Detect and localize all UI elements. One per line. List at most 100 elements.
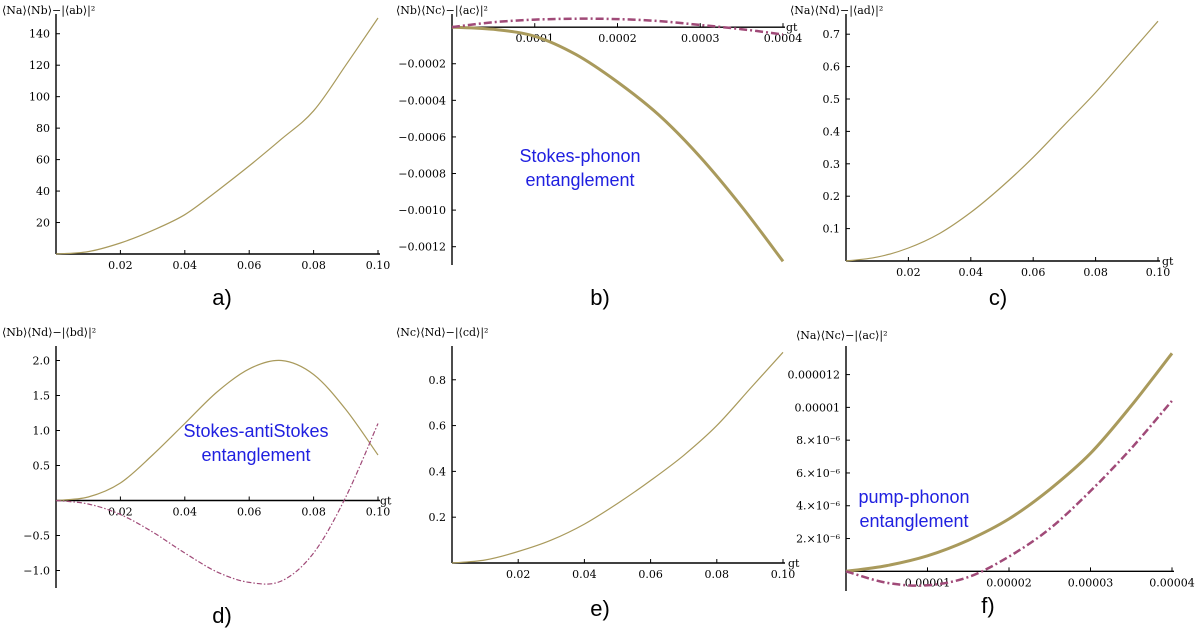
x-axis-label: gt: [788, 557, 800, 570]
panel-label: f): [981, 593, 994, 618]
chart-c: ⟨Na⟩⟨Nd⟩−|⟨ad⟩|² 0.02 0.04 0.06 0.08 0.10 0.1 0…: [790, 4, 1174, 310]
y-tick-label: 8.×10⁻⁶: [796, 434, 841, 447]
x-tick-label: 0.04: [173, 259, 198, 272]
y-tick-label: 0.6: [429, 420, 447, 433]
x-tick-label: 0.04: [173, 506, 198, 519]
series-line-2: [55, 423, 379, 585]
x-tick-label: 0.06: [237, 506, 262, 519]
y-tick-label: −0.0012: [398, 241, 446, 254]
y-tick-label: −0.0010: [398, 204, 446, 217]
y-tick-label: 0.4: [429, 465, 447, 478]
y-tick-label: 0.7: [823, 28, 841, 41]
x-tick-label: 0.00002: [986, 576, 1032, 589]
x-axis-label: gt: [786, 21, 798, 34]
x-tick-label: 0.00004: [1149, 576, 1195, 589]
y-tick-label: 20: [36, 217, 50, 230]
annotation-text: Stokes-antiStokes: [183, 421, 328, 441]
y-tick-label: 1.0: [33, 425, 51, 438]
chart-b: ⟨Nb⟩⟨Nc⟩−|⟨ac⟩|²0.0001 0.0002 0.0003 0.0004…: [396, 4, 802, 310]
y-tick-label: 0.3: [823, 158, 841, 171]
annotation-text: entanglement: [201, 445, 310, 465]
x-axis-label: gt: [380, 495, 392, 508]
series-line-2: [845, 399, 1173, 587]
x-axis-label: gt: [1162, 255, 1174, 268]
y-tick-label: −0.0002: [398, 58, 446, 71]
y-tick-label: 6.×10⁻⁶: [796, 467, 841, 480]
y-tick-label: 0.00001: [795, 401, 841, 414]
annotation-text: entanglement: [525, 170, 634, 190]
y-tick-label: 80: [36, 122, 50, 135]
x-tick-label: 0.08: [705, 568, 730, 581]
x-tick-label: 0.02: [108, 506, 133, 519]
annotation-text: Stokes-phonon: [519, 146, 640, 166]
x-tick-label: 0.10: [366, 506, 391, 519]
y-tick-label: 60: [36, 154, 50, 167]
x-tick-label: 0.04: [959, 266, 984, 279]
x-tick-label: 0.00003: [1068, 576, 1114, 589]
x-tick-label: 0.08: [301, 259, 326, 272]
x-tick-label: 0.06: [237, 259, 262, 272]
y-tick-label: 0.6: [823, 61, 841, 74]
chart-title: ⟨Na⟩⟨Nd⟩−|⟨ad⟩|²: [790, 4, 883, 18]
y-tick-label: 40: [36, 185, 50, 198]
y-tick-label: 120: [29, 59, 50, 72]
chart-f: ⟨Na⟩⟨Nc⟩−|⟨ac⟩|² 0.00001 0.00002 0.00003 0.0…: [788, 329, 1195, 618]
series-line-1: [845, 20, 1159, 262]
y-tick-label: 1.5: [33, 390, 51, 403]
y-tick-label: 0.2: [823, 190, 841, 203]
annotation-text: entanglement: [859, 511, 968, 531]
chart-e: ⟨Nc⟩⟨Nd⟩−|⟨cd⟩|² 0.02 0.04 0.06 0.08 0.10 0.2 0…: [396, 326, 800, 621]
series-line-1: [55, 359, 379, 502]
x-tick-label: 0.0003: [681, 32, 720, 45]
y-tick-label: 100: [29, 91, 50, 104]
series-line-1: [451, 25, 785, 263]
x-tick-label: 0.02: [506, 568, 531, 581]
x-tick-label: 0.10: [771, 568, 796, 581]
y-tick-label: 4.×10⁻⁶: [796, 500, 841, 513]
x-tick-label: 0.02: [896, 266, 921, 279]
chart-title: ⟨Na⟩⟨Nb⟩−|⟨ab⟩|²: [2, 4, 95, 18]
panel-label: b): [590, 285, 610, 310]
panel-label: e): [590, 596, 610, 621]
series-line-2: [451, 17, 784, 36]
panel-label: c): [989, 285, 1007, 310]
x-tick-label: 0.0002: [598, 32, 637, 45]
y-tick-label: 2.0: [33, 355, 51, 368]
y-tick-label: 0.8: [429, 374, 447, 387]
y-tick-label: 0.5: [33, 460, 51, 473]
y-tick-label: 0.000012: [788, 369, 841, 382]
y-tick-label: −0.0004: [398, 94, 446, 107]
chart-title: ⟨Na⟩⟨Nc⟩−|⟨ac⟩|²: [796, 329, 887, 343]
y-tick-label: −0.0008: [398, 168, 446, 181]
series-line-1: [55, 17, 379, 255]
annotation-text: pump-phonon: [858, 487, 969, 507]
x-tick-label: 0.0004: [764, 32, 803, 45]
y-tick-label: 2.×10⁻⁶: [796, 533, 841, 546]
x-tick-label: 0.04: [572, 568, 597, 581]
chart-title: ⟨Nb⟩⟨Nd⟩−|⟨bd⟩|²: [2, 326, 96, 340]
y-tick-label: 0.2: [429, 511, 447, 524]
series-line-1: [451, 351, 784, 564]
y-tick-label: 140: [29, 28, 50, 41]
x-tick-label: 0.10: [1146, 266, 1171, 279]
x-tick-label: 0.08: [1083, 266, 1108, 279]
chart-a: ⟨Na⟩⟨Nb⟩−|⟨ab⟩|² 0.02 0.04 0.06 0.08 0.10 20 40…: [2, 4, 390, 310]
x-tick-label: 0.06: [1021, 266, 1046, 279]
y-tick-label: 0.4: [823, 125, 841, 138]
x-tick-label: 0.02: [108, 259, 133, 272]
y-tick-label: 0.1: [823, 223, 841, 236]
chart-d: ⟨Nb⟩⟨Nd⟩−|⟨bd⟩|² 0.02 0.04 0.06 0.08 0.10 2.0 1…: [2, 326, 392, 628]
y-tick-label: −0.0006: [398, 131, 446, 144]
chart-title: ⟨Nb⟩⟨Nc⟩−|⟨ac⟩|²: [396, 4, 488, 18]
x-tick-label: 0.10: [366, 259, 391, 272]
x-tick-label: 0.06: [638, 568, 663, 581]
panel-label: a): [212, 285, 232, 310]
y-tick-label: −0.5: [23, 530, 50, 543]
y-tick-label: −1.0: [23, 565, 50, 578]
chart-title: ⟨Nc⟩⟨Nd⟩−|⟨cd⟩|²: [396, 326, 488, 340]
panel-label: d): [212, 603, 232, 628]
x-tick-label: 0.08: [301, 506, 326, 519]
y-tick-label: 0.5: [823, 93, 841, 106]
series-line-1: [845, 352, 1174, 573]
